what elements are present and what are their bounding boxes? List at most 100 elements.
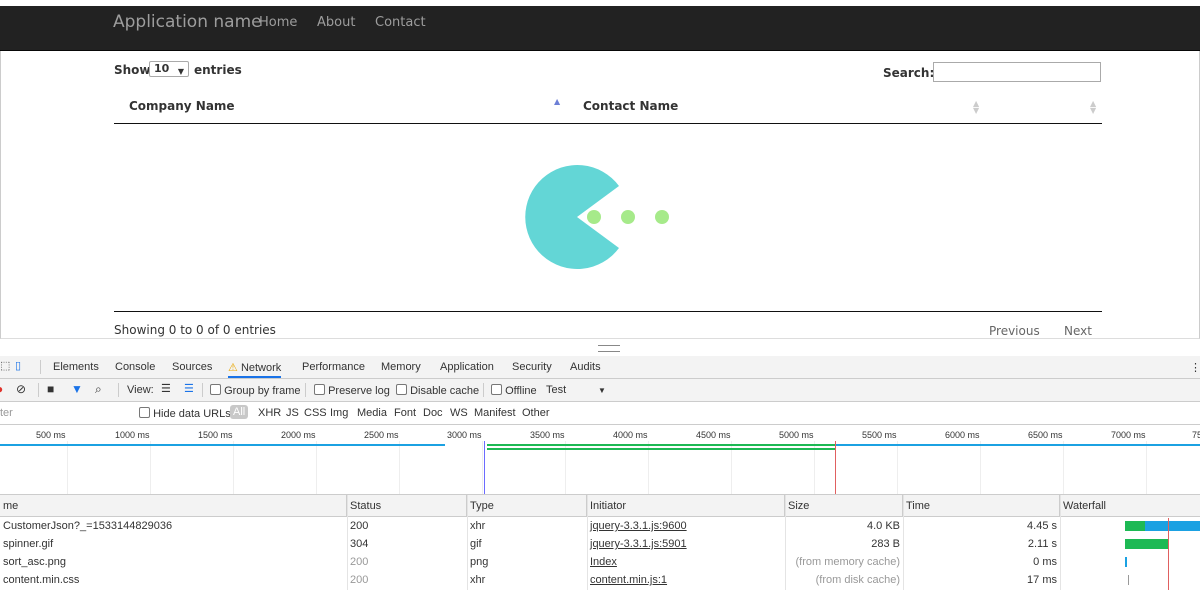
search-input[interactable] [933, 62, 1101, 82]
device-toolbar-icon[interactable]: ▯ [15, 360, 22, 372]
overview-icon[interactable]: ☰ [184, 383, 194, 395]
table-row-status: 304 [350, 538, 369, 550]
chevron-down-icon[interactable]: ▼ [598, 386, 606, 395]
timeline-tick: 1000 ms [115, 430, 150, 440]
table-row-initiator[interactable]: jquery-3.3.1.js:9600 [590, 520, 687, 532]
record-icon[interactable]: ● [0, 382, 3, 396]
search-label: Search: [883, 66, 935, 80]
tab-security[interactable]: Security [512, 361, 552, 373]
filter-manifest[interactable]: Manifest [474, 407, 516, 419]
filter-input[interactable]: ter [0, 407, 13, 419]
column-header-initiator[interactable]: Initiator [587, 495, 785, 517]
entries-select[interactable]: 10 ▼ [149, 61, 189, 77]
table-row-status: 200 [350, 574, 369, 586]
table-row-status: 200 [350, 556, 369, 568]
warning-icon: ⚠ [228, 362, 238, 374]
timeline-tick: 6000 ms [945, 430, 980, 440]
inspect-icon[interactable]: ⬚ [0, 360, 11, 372]
timeline-tick: 7000 ms [1111, 430, 1146, 440]
large-rows-icon[interactable]: ☰ [161, 383, 171, 395]
timeline-overview[interactable]: 500 ms 1000 ms 1500 ms 2000 ms 2500 ms 3… [0, 425, 1200, 495]
requests-table: me Status Type Initiator Size Time Water… [0, 495, 1200, 590]
table-row-name[interactable]: CustomerJson?_=1533144829036 [3, 520, 173, 532]
table-row-size: 4.0 KB [866, 520, 900, 532]
tab-console[interactable]: Console [115, 361, 156, 373]
filter-css[interactable]: CSS [304, 407, 327, 419]
nav-contact[interactable]: Contact [375, 15, 426, 30]
filter-doc[interactable]: Doc [423, 407, 443, 419]
tab-sources[interactable]: Sources [172, 361, 213, 373]
column-header-name[interactable]: me [0, 495, 347, 517]
tab-application[interactable]: Application [440, 361, 494, 373]
timeline-tick: 4000 ms [613, 430, 648, 440]
timeline-tick: 4500 ms [696, 430, 731, 440]
preserve-log-label: Preserve log [328, 385, 390, 397]
table-row-name[interactable]: spinner.gif [3, 538, 54, 550]
previous-button[interactable]: Previous [989, 324, 1040, 338]
devtools-resize-handle[interactable] [598, 345, 620, 352]
filter-ws[interactable]: WS [450, 407, 468, 419]
filter-img[interactable]: Img [330, 407, 349, 419]
waterfall-bar [1128, 575, 1129, 585]
sort-both-icon: ▲ ▼ [973, 99, 980, 115]
timeline-tick: 3500 ms [530, 430, 565, 440]
search-icon[interactable]: ⌕ [95, 382, 102, 396]
column-header-time[interactable]: Time [903, 495, 1060, 517]
table-row-initiator[interactable]: content.min.js:1 [590, 574, 668, 586]
loading-spinner [525, 165, 669, 269]
load-marker [1168, 518, 1169, 590]
tab-performance[interactable]: Performance [302, 361, 365, 373]
filter-js[interactable]: JS [286, 407, 299, 419]
disable-cache-label: Disable cache [410, 385, 480, 397]
preserve-log-toggle[interactable]: Preserve log [314, 384, 390, 397]
table-row-initiator[interactable]: jquery-3.3.1.js:5901 [590, 538, 687, 550]
camera-icon[interactable]: ■ [47, 382, 55, 396]
column-header-waterfall[interactable]: Waterfall [1060, 495, 1200, 517]
throttle-select[interactable]: Test [546, 384, 567, 396]
table-row-time: 2.11 s [1027, 538, 1057, 550]
hide-data-urls-toggle[interactable]: Hide data URLs [139, 407, 231, 420]
table-row-size: 283 B [871, 538, 900, 550]
filter-xhr[interactable]: XHR [258, 407, 282, 419]
checkbox [210, 384, 221, 395]
tab-network-label: Network [240, 362, 282, 374]
column-header-contact[interactable]: Contact Name [583, 99, 679, 113]
filter-icon[interactable]: ▼ [71, 382, 83, 396]
group-by-frame-label: Group by frame [224, 385, 301, 397]
tab-elements[interactable]: Elements [53, 361, 99, 373]
next-button[interactable]: Next [1064, 324, 1092, 338]
table-row-status: 200 [350, 520, 369, 532]
nav-home[interactable]: Home [259, 15, 298, 30]
nav-about[interactable]: About [317, 15, 356, 30]
waterfall-bar [1125, 521, 1145, 531]
filter-font[interactable]: Font [394, 407, 417, 419]
offline-toggle[interactable]: Offline [491, 384, 537, 397]
network-toolbar: ● ⊘ ■ ▼ ⌕ View: ☰ ☰ Group by frame Prese… [0, 379, 1200, 402]
group-by-frame-toggle[interactable]: Group by frame [210, 384, 300, 397]
filter-media[interactable]: Media [357, 407, 387, 419]
pacman-icon [525, 165, 619, 269]
table-row-name[interactable]: content.min.css [3, 574, 80, 586]
column-header-status[interactable]: Status [347, 495, 467, 517]
entries-label: entries [194, 63, 242, 77]
clear-icon[interactable]: ⊘ [16, 382, 27, 396]
brand-link[interactable]: Application name [113, 12, 262, 32]
filter-all[interactable]: All [230, 405, 249, 419]
tab-audits[interactable]: Audits [570, 361, 601, 373]
filter-other[interactable]: Other [522, 407, 550, 419]
tab-network[interactable]: ⚠ Network [228, 361, 282, 378]
waterfall-bar [1125, 539, 1169, 549]
tab-memory[interactable]: Memory [381, 361, 421, 373]
show-label: Show [114, 63, 151, 77]
column-header-type[interactable]: Type [467, 495, 587, 517]
table-row-name[interactable]: sort_asc.png [3, 556, 66, 568]
table-row-initiator[interactable]: Index [590, 556, 617, 568]
timeline-bar [0, 444, 445, 446]
column-header-company[interactable]: Company Name [129, 99, 235, 113]
column-header-size[interactable]: Size [785, 495, 903, 517]
disable-cache-toggle[interactable]: Disable cache [396, 384, 479, 397]
sort-asc-icon: ▲ [554, 97, 561, 106]
timeline-bar [835, 444, 1200, 446]
more-options-icon[interactable]: ⋮ [1190, 362, 1200, 374]
table-row-time: 4.45 s [1027, 520, 1057, 532]
